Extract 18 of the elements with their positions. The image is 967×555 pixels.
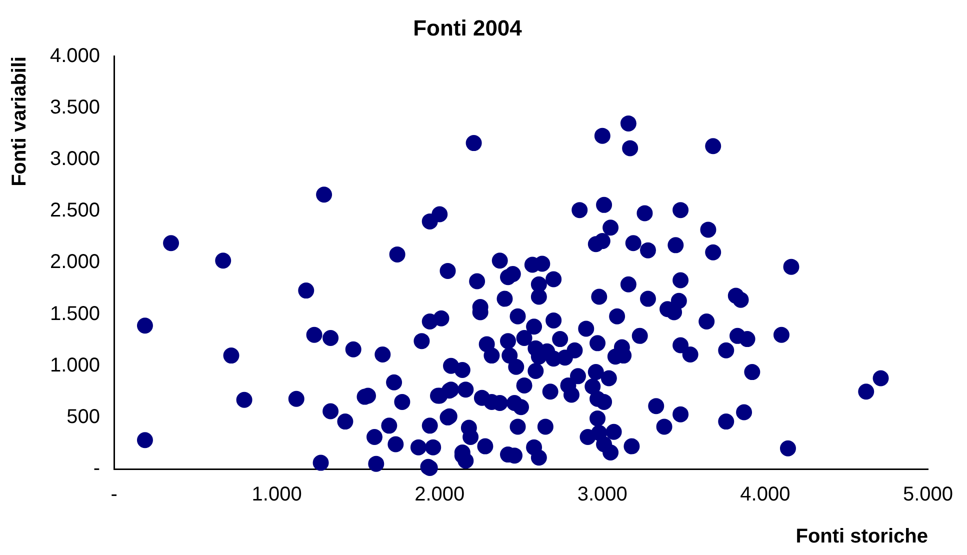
x-axis-title: Fonti storiche: [796, 526, 928, 548]
x-tick-label: 2.000: [414, 484, 465, 506]
x-tick-label: 3.000: [577, 484, 628, 506]
y-tick-label: 1.500: [50, 302, 100, 325]
y-tick-label: 4.000: [50, 44, 100, 67]
y-tick-label: 3.500: [50, 96, 100, 118]
y-axis-title: Fonti variabili: [8, 56, 31, 186]
y-tick-label: 2.500: [50, 200, 100, 222]
chart-title: Fonti 2004: [413, 15, 523, 40]
y-tick-label: 500: [66, 406, 100, 428]
x-tick-label: 5.000: [902, 484, 954, 506]
x-tick-label: -: [110, 484, 118, 506]
y-tick-label: 1.000: [50, 354, 100, 376]
y-tick-label: 3.000: [50, 148, 100, 170]
y-tick-label: 2.000: [50, 251, 100, 274]
x-tick-label: 1.000: [252, 484, 302, 506]
y-tick-label: -: [93, 458, 100, 480]
x-tick-label: 4.000: [740, 484, 790, 506]
